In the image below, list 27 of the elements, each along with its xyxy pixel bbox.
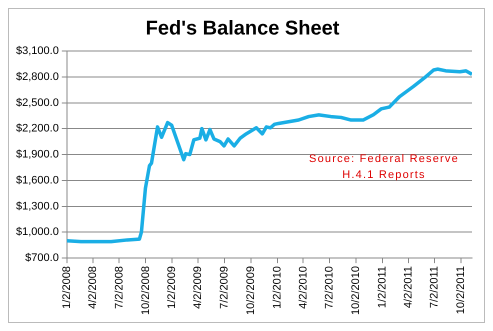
- y-tick-label: $2,200.0: [16, 122, 59, 135]
- annotation: Source: Federal Reserve H.4.1 Reports: [308, 152, 460, 183]
- chart-title: Fed's Balance Sheet: [146, 18, 340, 40]
- x-tick-label: 7/2/2011: [428, 266, 441, 308]
- x-tick-label: 10/2/2010: [350, 266, 362, 315]
- y-tick-label: $1,000.0: [16, 226, 59, 238]
- x-tick-label: 7/2/2010: [323, 266, 336, 309]
- y-tick-label: $1,900.0: [16, 148, 59, 161]
- x-tick-label: 10/2/2009: [244, 266, 257, 315]
- x-tick-label: 1/2/2011: [376, 266, 388, 308]
- y-tick-label: $2,800.0: [16, 70, 59, 83]
- x-tick-label: 1/2/2009: [166, 266, 178, 309]
- x-tick-label: 10/2/2011: [455, 266, 468, 314]
- y-tick-label: $1,600.0: [16, 174, 59, 186]
- x-tick-label: 7/2/2009: [218, 266, 230, 309]
- x-tick-label: 1/2/2010: [271, 266, 284, 309]
- x-tick-label: 1/2/2008: [60, 266, 73, 309]
- x-tick-label: 4/2/2009: [192, 266, 204, 309]
- x-tick-label: 4/2/2010: [297, 266, 310, 309]
- x-tick-label: 10/2/2008: [140, 266, 152, 315]
- x-tick-label: 4/2/2011: [402, 266, 414, 308]
- x-tick-label: 7/2/2008: [113, 266, 126, 309]
- x-tick-label: 4/2/2008: [87, 266, 100, 309]
- y-tick-label: $700.0: [25, 252, 59, 264]
- y-tick-label: $1,300.0: [16, 200, 59, 212]
- y-tick-label: $3,100.0: [16, 45, 59, 58]
- y-tick-label: $2,500.0: [16, 96, 59, 109]
